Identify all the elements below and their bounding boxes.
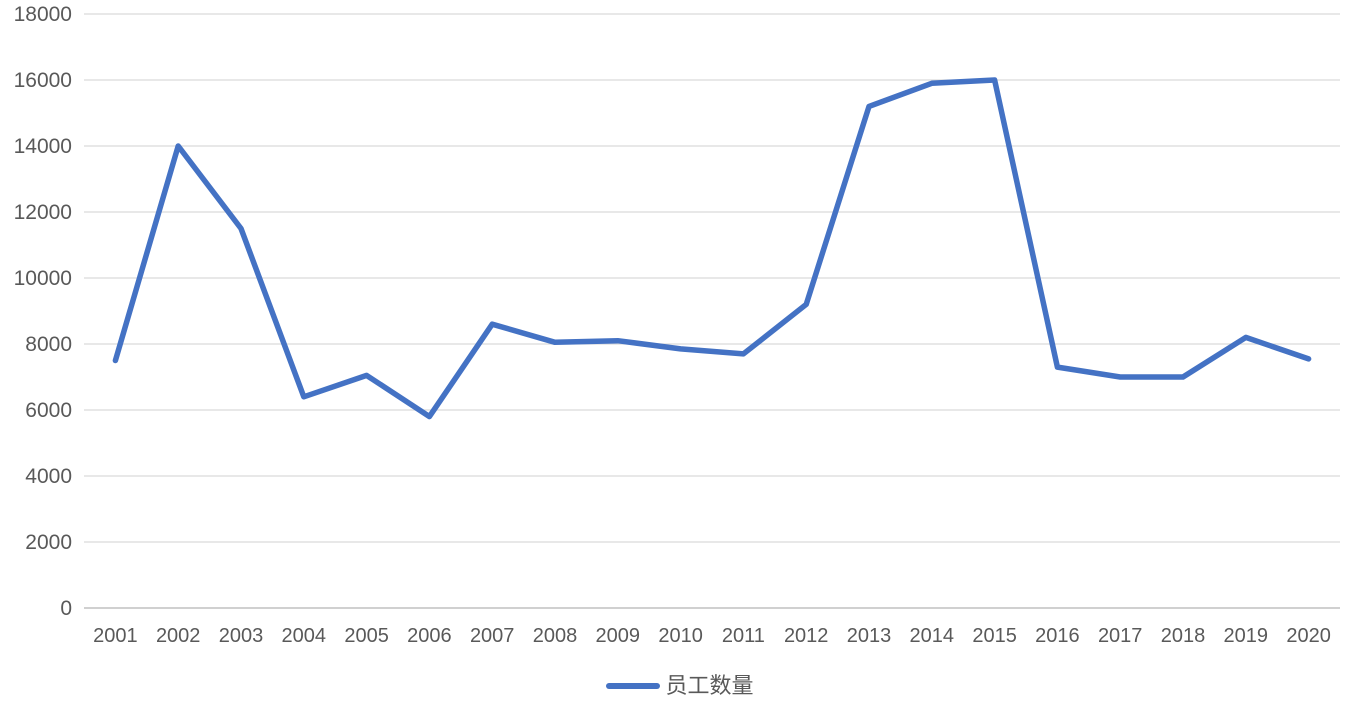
x-axis-tick-label: 2002 <box>156 625 201 647</box>
x-axis-tick-label: 2016 <box>1035 625 1080 647</box>
x-axis-tick-label: 2019 <box>1224 625 1269 647</box>
x-axis-tick-label: 2003 <box>219 625 264 647</box>
x-axis-tick-label: 2006 <box>407 625 452 647</box>
y-axis-tick-label: 6000 <box>25 399 72 422</box>
x-axis-tick-label: 2010 <box>658 625 703 647</box>
y-axis-tick-label: 0 <box>60 597 72 620</box>
x-axis-tick-label: 2013 <box>847 625 892 647</box>
chart-legend: 员工数量 <box>0 671 1360 701</box>
x-axis-tick-label: 2015 <box>972 625 1017 647</box>
x-axis-tick-label: 2012 <box>784 625 829 647</box>
y-axis-tick-label: 2000 <box>25 531 72 554</box>
y-axis-tick-label: 16000 <box>14 69 72 92</box>
legend-series-label: 员工数量 <box>665 673 754 698</box>
x-axis-tick-label: 2008 <box>533 625 578 647</box>
x-axis-tick-label: 2018 <box>1161 625 1206 647</box>
y-axis-tick-label: 12000 <box>14 201 72 224</box>
chart-plot-area: 0 2000 4000 6000 8000 10000 12000 14000 16000 180… <box>14 3 1340 647</box>
y-axis-tick-label: 8000 <box>25 333 72 356</box>
y-axis-tick-label: 14000 <box>14 135 72 158</box>
y-axis-tick-label: 18000 <box>14 3 72 26</box>
y-axis-tick-label: 4000 <box>25 465 72 488</box>
data-series-line <box>112 77 1312 420</box>
x-axis-tick-label: 2017 <box>1098 625 1143 647</box>
x-axis-tick-label: 2011 <box>722 625 765 647</box>
legend-line-swatch <box>606 683 661 689</box>
x-axis-tick-label: 2005 <box>344 625 389 647</box>
x-axis-tick-label: 2020 <box>1286 625 1331 647</box>
x-axis-tick-label: 2007 <box>470 625 515 647</box>
y-axis-tick-label: 10000 <box>14 267 72 290</box>
x-axis-tick-label: 2014 <box>910 625 955 647</box>
x-axis-tick-label: 2004 <box>282 625 327 647</box>
x-axis-tick-label: 2001 <box>93 625 138 647</box>
x-axis-tick-label: 2009 <box>596 625 641 647</box>
